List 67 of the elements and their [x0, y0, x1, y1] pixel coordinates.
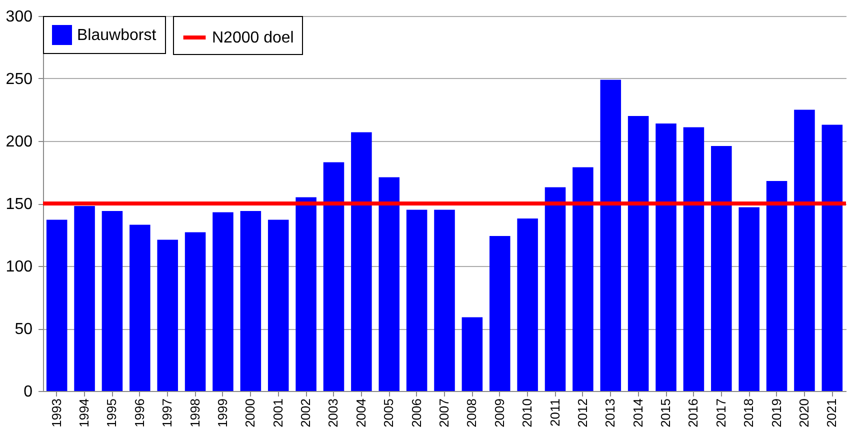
- x-tick-label: 2015: [658, 398, 674, 428]
- bar: [74, 206, 95, 391]
- x-tick-label: 1997: [160, 398, 175, 428]
- y-tick-label: 0: [24, 384, 33, 400]
- x-tick-label: 2010: [520, 398, 535, 428]
- x-tick-label: 1994: [76, 398, 92, 428]
- bar: [572, 167, 594, 391]
- bar: [462, 317, 483, 391]
- x-tick-label: 2020: [796, 398, 812, 428]
- bar: [600, 80, 622, 391]
- legend-label: Blauwborst: [77, 27, 157, 44]
- bar: [628, 116, 649, 391]
- x-tick-label: 2000: [242, 398, 258, 428]
- bar: [794, 110, 815, 391]
- bar: [822, 124, 843, 391]
- legend-label: N2000 doel: [212, 30, 294, 46]
- bar: [240, 211, 262, 391]
- x-tick-label: 2012: [574, 398, 590, 428]
- y-tick-label: 50: [14, 321, 33, 338]
- x-tick-label: 1998: [187, 398, 202, 428]
- x-tick-label: 2005: [381, 398, 396, 428]
- x-tick-label: 2006: [408, 398, 424, 428]
- bar: [711, 146, 732, 391]
- x-tick-label: 1993: [48, 398, 64, 428]
- bar: [406, 210, 428, 391]
- bar: [296, 197, 316, 391]
- bar: [351, 132, 372, 391]
- bar: [683, 127, 704, 391]
- x-tick-label: 1995: [104, 398, 120, 428]
- x-tick-label: 2018: [741, 398, 756, 428]
- bar: [738, 207, 760, 391]
- x-tick-label: 2009: [492, 398, 507, 428]
- x-tick-label: 2008: [464, 398, 480, 428]
- x-tick-label: 2007: [436, 398, 452, 428]
- bar: [517, 218, 538, 391]
- x-tick-label: 2021: [824, 398, 840, 428]
- x-tick-label: 2017: [713, 398, 728, 428]
- x-tick-label: 2001: [270, 398, 286, 428]
- x-tick-label: 2002: [298, 398, 314, 428]
- bar: [130, 224, 150, 391]
- x-tick-label: 2016: [686, 398, 701, 428]
- x-tick-label: 1996: [132, 398, 147, 428]
- bar: [656, 124, 676, 391]
- x-tick-label: 2011: [547, 398, 562, 426]
- bar: [544, 187, 566, 391]
- bar: [268, 220, 289, 391]
- x-tick-label: 2019: [768, 398, 784, 428]
- bar: [102, 211, 123, 391]
- bar: [489, 236, 510, 391]
- bar: [323, 162, 344, 391]
- bar: [157, 240, 178, 391]
- bar: [378, 177, 400, 391]
- x-tick-label: 2004: [353, 398, 368, 428]
- y-tick-label: 200: [6, 134, 33, 150]
- bar: [184, 232, 206, 391]
- y-tick-label: 100: [6, 258, 33, 276]
- x-tick-label: 2003: [326, 398, 341, 428]
- bar: [212, 212, 234, 391]
- y-tick-label: 150: [6, 196, 33, 213]
- x-tick-label: 2013: [602, 398, 618, 428]
- bar: [434, 210, 455, 391]
- x-tick-label: 2014: [630, 398, 646, 428]
- y-tick-label: 300: [6, 8, 33, 26]
- bar: [46, 220, 68, 391]
- y-tick-label: 250: [6, 71, 33, 88]
- x-tick-label: 1999: [214, 398, 230, 428]
- bar: [766, 181, 788, 391]
